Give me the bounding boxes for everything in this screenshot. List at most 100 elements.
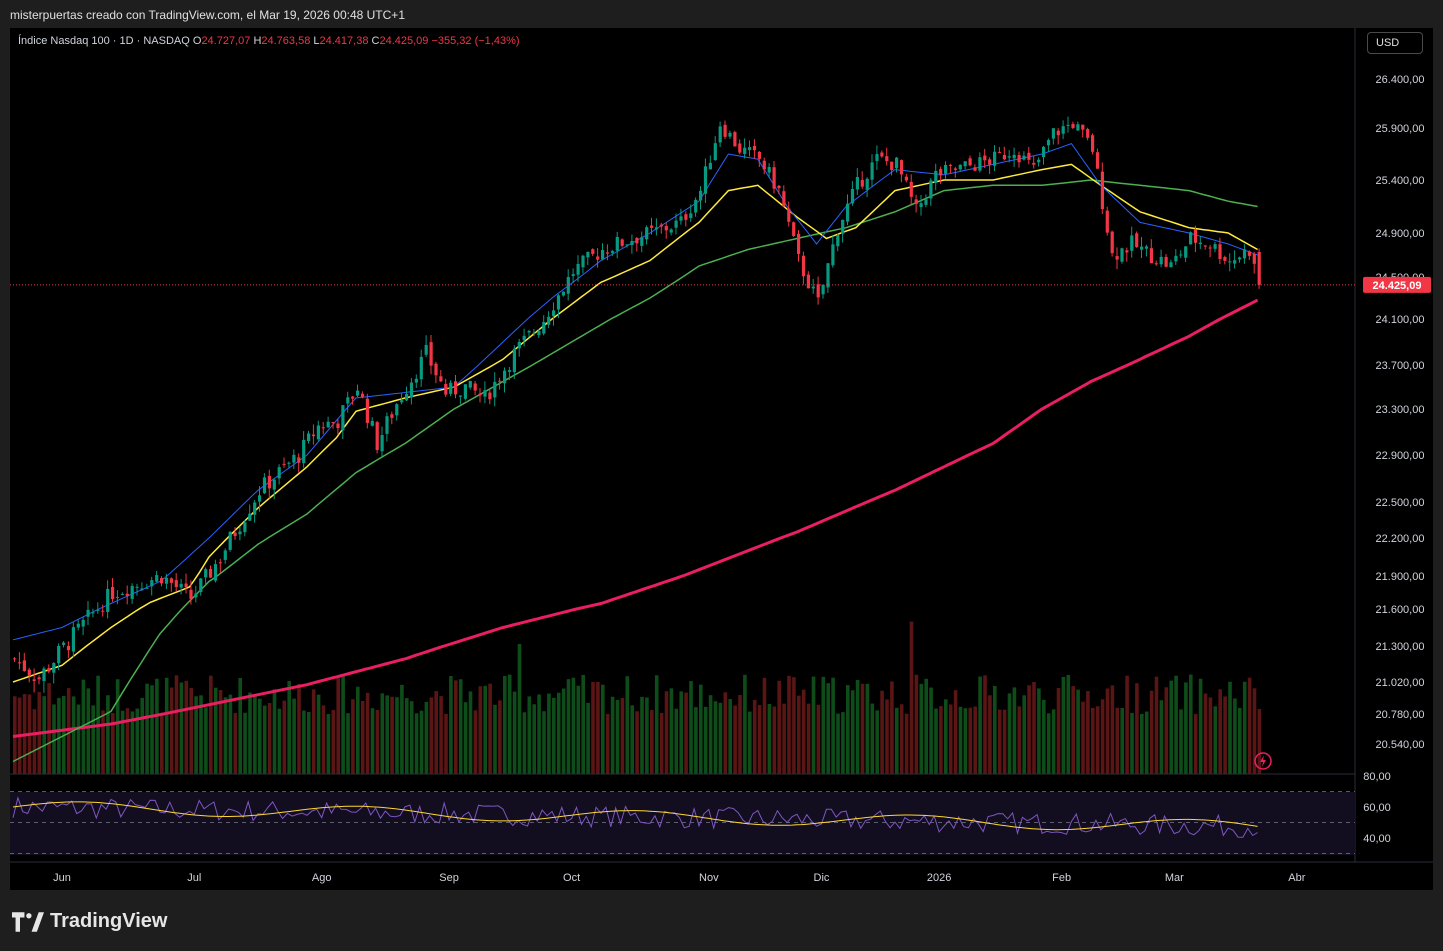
high-value: 24.763,58 bbox=[261, 35, 311, 47]
candle-body bbox=[346, 397, 350, 404]
candle-body bbox=[615, 236, 619, 251]
candle-body bbox=[821, 284, 825, 295]
volume-bar bbox=[380, 693, 385, 774]
current-price-badge bbox=[1363, 276, 1431, 293]
candle-body bbox=[841, 219, 845, 234]
price-chart[interactable]: 26.400,0025.900,0025.400,0024.900,0024.5… bbox=[10, 28, 1433, 890]
ohlc-legend: Índice Nasdaq 100 · 1D · NASDAQ O24.727,… bbox=[18, 35, 520, 47]
volume-bar bbox=[179, 682, 184, 774]
volume-bar bbox=[331, 710, 336, 774]
volume-bar bbox=[135, 708, 140, 774]
candle-body bbox=[106, 588, 110, 612]
candle-body bbox=[17, 662, 22, 664]
price-axis-label: 21.900,00 bbox=[1376, 571, 1425, 583]
chart-panel[interactable]: 26.400,0025.900,0025.400,0024.900,0024.5… bbox=[10, 28, 1433, 890]
volume-bar bbox=[517, 643, 522, 774]
volume-bar bbox=[439, 696, 443, 774]
volume-bar bbox=[111, 713, 115, 774]
volume-bar bbox=[390, 696, 394, 774]
volume-bar bbox=[1037, 688, 1041, 774]
candle-body bbox=[385, 416, 389, 434]
candle-body bbox=[71, 627, 75, 652]
volume-bar bbox=[385, 695, 389, 774]
volume-bar bbox=[145, 683, 149, 774]
volume-bar bbox=[209, 675, 213, 774]
volume-bar bbox=[184, 680, 189, 774]
candle-body bbox=[253, 502, 257, 515]
candle-body bbox=[233, 532, 237, 537]
candle-body bbox=[419, 356, 423, 380]
candle-body bbox=[86, 609, 90, 617]
candle-body bbox=[189, 589, 193, 600]
candle-body bbox=[331, 422, 335, 424]
volume-bar bbox=[1061, 676, 1066, 774]
volume-bar bbox=[635, 711, 639, 774]
candle-body bbox=[1149, 248, 1153, 264]
volume-bar bbox=[194, 696, 198, 774]
candle-body bbox=[101, 610, 105, 612]
volume-bar bbox=[1105, 688, 1110, 774]
candle-body bbox=[209, 569, 213, 578]
tradingview-logo[interactable]: TradingView bbox=[12, 910, 167, 933]
candle-body bbox=[556, 295, 561, 310]
candle-body bbox=[679, 216, 683, 221]
volume-bar bbox=[1071, 686, 1075, 774]
volume-bar bbox=[591, 682, 595, 774]
volume-bar bbox=[1242, 681, 1247, 774]
candle-body bbox=[1051, 128, 1055, 139]
volume-bar bbox=[1100, 699, 1105, 774]
candle-body bbox=[806, 274, 810, 289]
volume-bar bbox=[272, 689, 277, 774]
candle-body bbox=[341, 405, 345, 431]
volume-bar bbox=[336, 675, 340, 774]
candle-body bbox=[625, 244, 629, 246]
candle-body bbox=[160, 578, 164, 584]
time-axis-label: Abr bbox=[1288, 872, 1305, 884]
volume-bar bbox=[1056, 687, 1061, 774]
candle-body bbox=[1130, 235, 1134, 251]
candle-body bbox=[875, 154, 879, 161]
volume-bar bbox=[204, 707, 208, 774]
candle-body bbox=[944, 164, 948, 174]
volume-bar bbox=[831, 677, 835, 774]
candle-body bbox=[120, 593, 124, 595]
price-axis-label: 23.300,00 bbox=[1376, 404, 1425, 416]
volume-bar bbox=[424, 701, 429, 774]
candle-body bbox=[365, 398, 369, 423]
volume-bar bbox=[1164, 687, 1169, 774]
candle-body bbox=[978, 157, 982, 171]
candle-body bbox=[929, 180, 933, 199]
volume-bar bbox=[625, 676, 630, 774]
candle-body bbox=[963, 161, 967, 167]
rsi-line bbox=[12, 796, 1258, 838]
price-axis-label: 22.200,00 bbox=[1376, 533, 1425, 545]
candle-body bbox=[336, 423, 340, 429]
currency-button[interactable]: USD bbox=[1367, 32, 1423, 54]
volume-bar bbox=[973, 706, 977, 774]
volume-bar bbox=[238, 677, 242, 774]
volume-bar bbox=[375, 709, 380, 774]
candle-body bbox=[772, 167, 776, 189]
candle-body bbox=[997, 151, 1002, 153]
candle-body bbox=[356, 390, 360, 396]
price-axis-label: 20.540,00 bbox=[1376, 739, 1425, 751]
symbol-label[interactable]: Índice Nasdaq 100 · 1D · NASDAQ bbox=[18, 35, 190, 47]
candle-body bbox=[1198, 242, 1202, 245]
volume-bar bbox=[253, 694, 257, 774]
volume-bar bbox=[669, 688, 674, 774]
candle-body bbox=[605, 252, 610, 254]
volume-bar bbox=[895, 707, 899, 774]
candle-body bbox=[782, 191, 786, 207]
volume-bar bbox=[1247, 677, 1252, 774]
volume-bar bbox=[1086, 690, 1090, 774]
candle-body bbox=[1061, 126, 1065, 134]
candle-body bbox=[297, 457, 301, 463]
volume-bar bbox=[1135, 683, 1139, 774]
candle-body bbox=[973, 167, 977, 171]
volume-bar bbox=[939, 706, 943, 774]
volume-bar bbox=[821, 676, 826, 774]
candle-body bbox=[899, 160, 904, 175]
candle-body bbox=[620, 239, 624, 246]
candle-body bbox=[1056, 130, 1060, 136]
candle-body bbox=[1189, 232, 1193, 245]
